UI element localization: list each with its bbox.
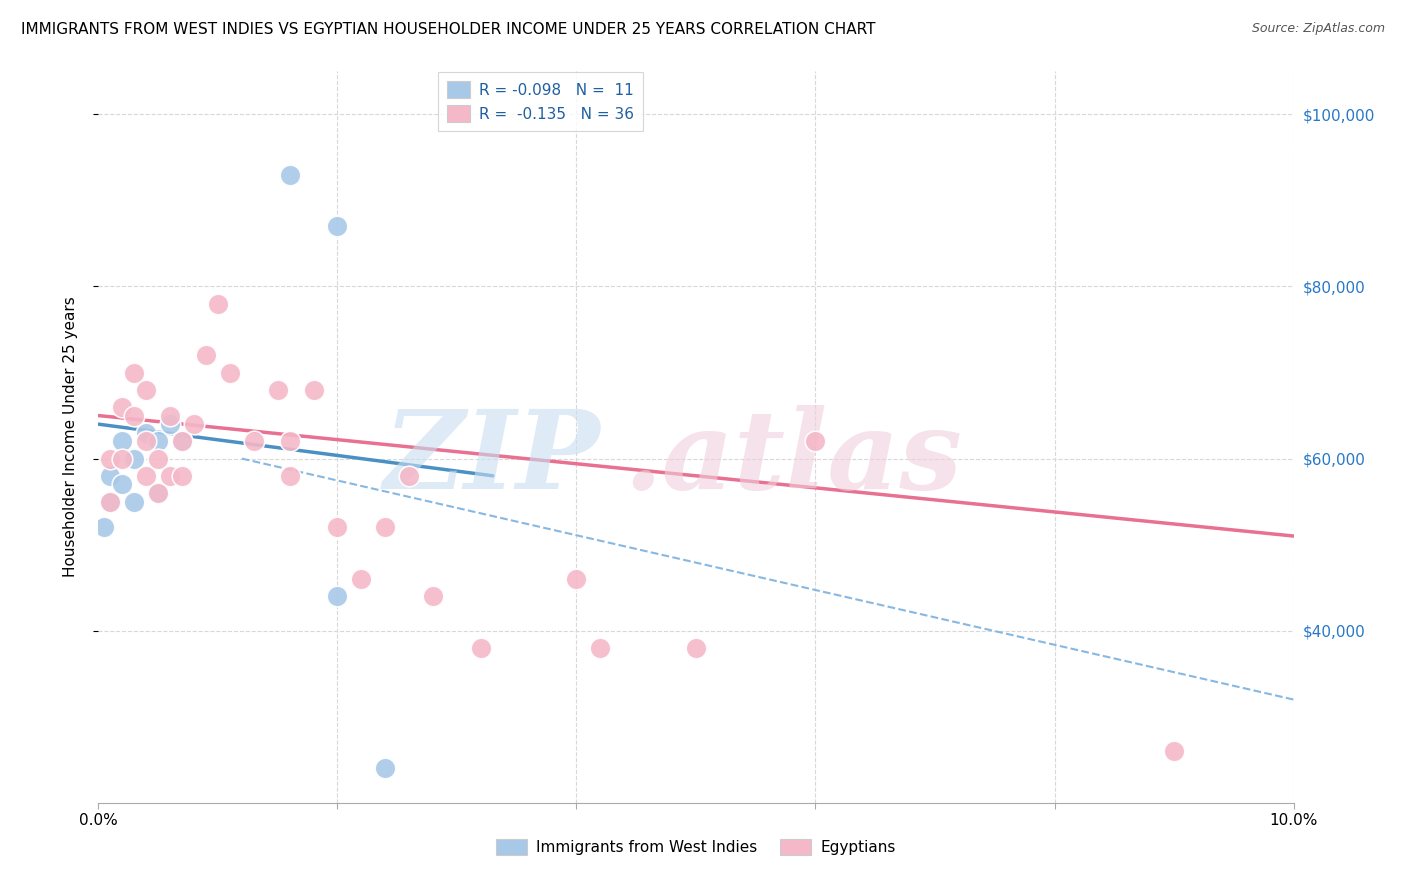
Y-axis label: Householder Income Under 25 years: Householder Income Under 25 years — [63, 297, 77, 577]
Legend: Immigrants from West Indies, Egyptians: Immigrants from West Indies, Egyptians — [491, 833, 901, 861]
Point — [135, 434, 157, 449]
Point — [135, 425, 157, 440]
Point — [278, 434, 301, 449]
Point — [172, 434, 194, 449]
Point — [148, 486, 170, 500]
Point — [326, 589, 349, 603]
Point — [302, 383, 325, 397]
Point — [111, 400, 134, 414]
Point — [398, 468, 420, 483]
Point — [183, 417, 205, 432]
Point — [98, 451, 122, 466]
Point — [685, 640, 707, 655]
Point — [207, 296, 229, 310]
Point — [135, 383, 157, 397]
Point — [148, 434, 170, 449]
Point — [111, 434, 134, 449]
Point — [422, 589, 444, 603]
Point — [350, 572, 373, 586]
Point — [565, 572, 588, 586]
Point — [804, 434, 827, 449]
Point — [326, 219, 349, 234]
Point — [111, 477, 134, 491]
Point — [219, 366, 242, 380]
Point — [124, 366, 146, 380]
Point — [159, 468, 181, 483]
Point — [267, 383, 290, 397]
Point — [98, 494, 122, 508]
Text: .atlas: .atlas — [624, 405, 963, 513]
Point — [111, 451, 134, 466]
Point — [148, 486, 170, 500]
Point — [470, 640, 492, 655]
Point — [589, 640, 612, 655]
Point — [124, 451, 146, 466]
Point — [374, 520, 396, 534]
Point — [98, 468, 122, 483]
Point — [278, 468, 301, 483]
Point — [195, 348, 218, 362]
Point — [159, 409, 181, 423]
Point — [98, 494, 122, 508]
Point — [1163, 744, 1185, 758]
Point — [278, 168, 301, 182]
Point — [159, 417, 181, 432]
Text: Source: ZipAtlas.com: Source: ZipAtlas.com — [1251, 22, 1385, 36]
Point — [124, 409, 146, 423]
Point — [172, 434, 194, 449]
Point — [374, 761, 396, 775]
Point — [148, 451, 170, 466]
Point — [172, 468, 194, 483]
Point — [326, 520, 349, 534]
Text: IMMIGRANTS FROM WEST INDIES VS EGYPTIAN HOUSEHOLDER INCOME UNDER 25 YEARS CORREL: IMMIGRANTS FROM WEST INDIES VS EGYPTIAN … — [21, 22, 876, 37]
Point — [135, 468, 157, 483]
Point — [243, 434, 266, 449]
Text: ZIP: ZIP — [384, 405, 600, 513]
Point — [93, 520, 115, 534]
Point — [124, 494, 146, 508]
